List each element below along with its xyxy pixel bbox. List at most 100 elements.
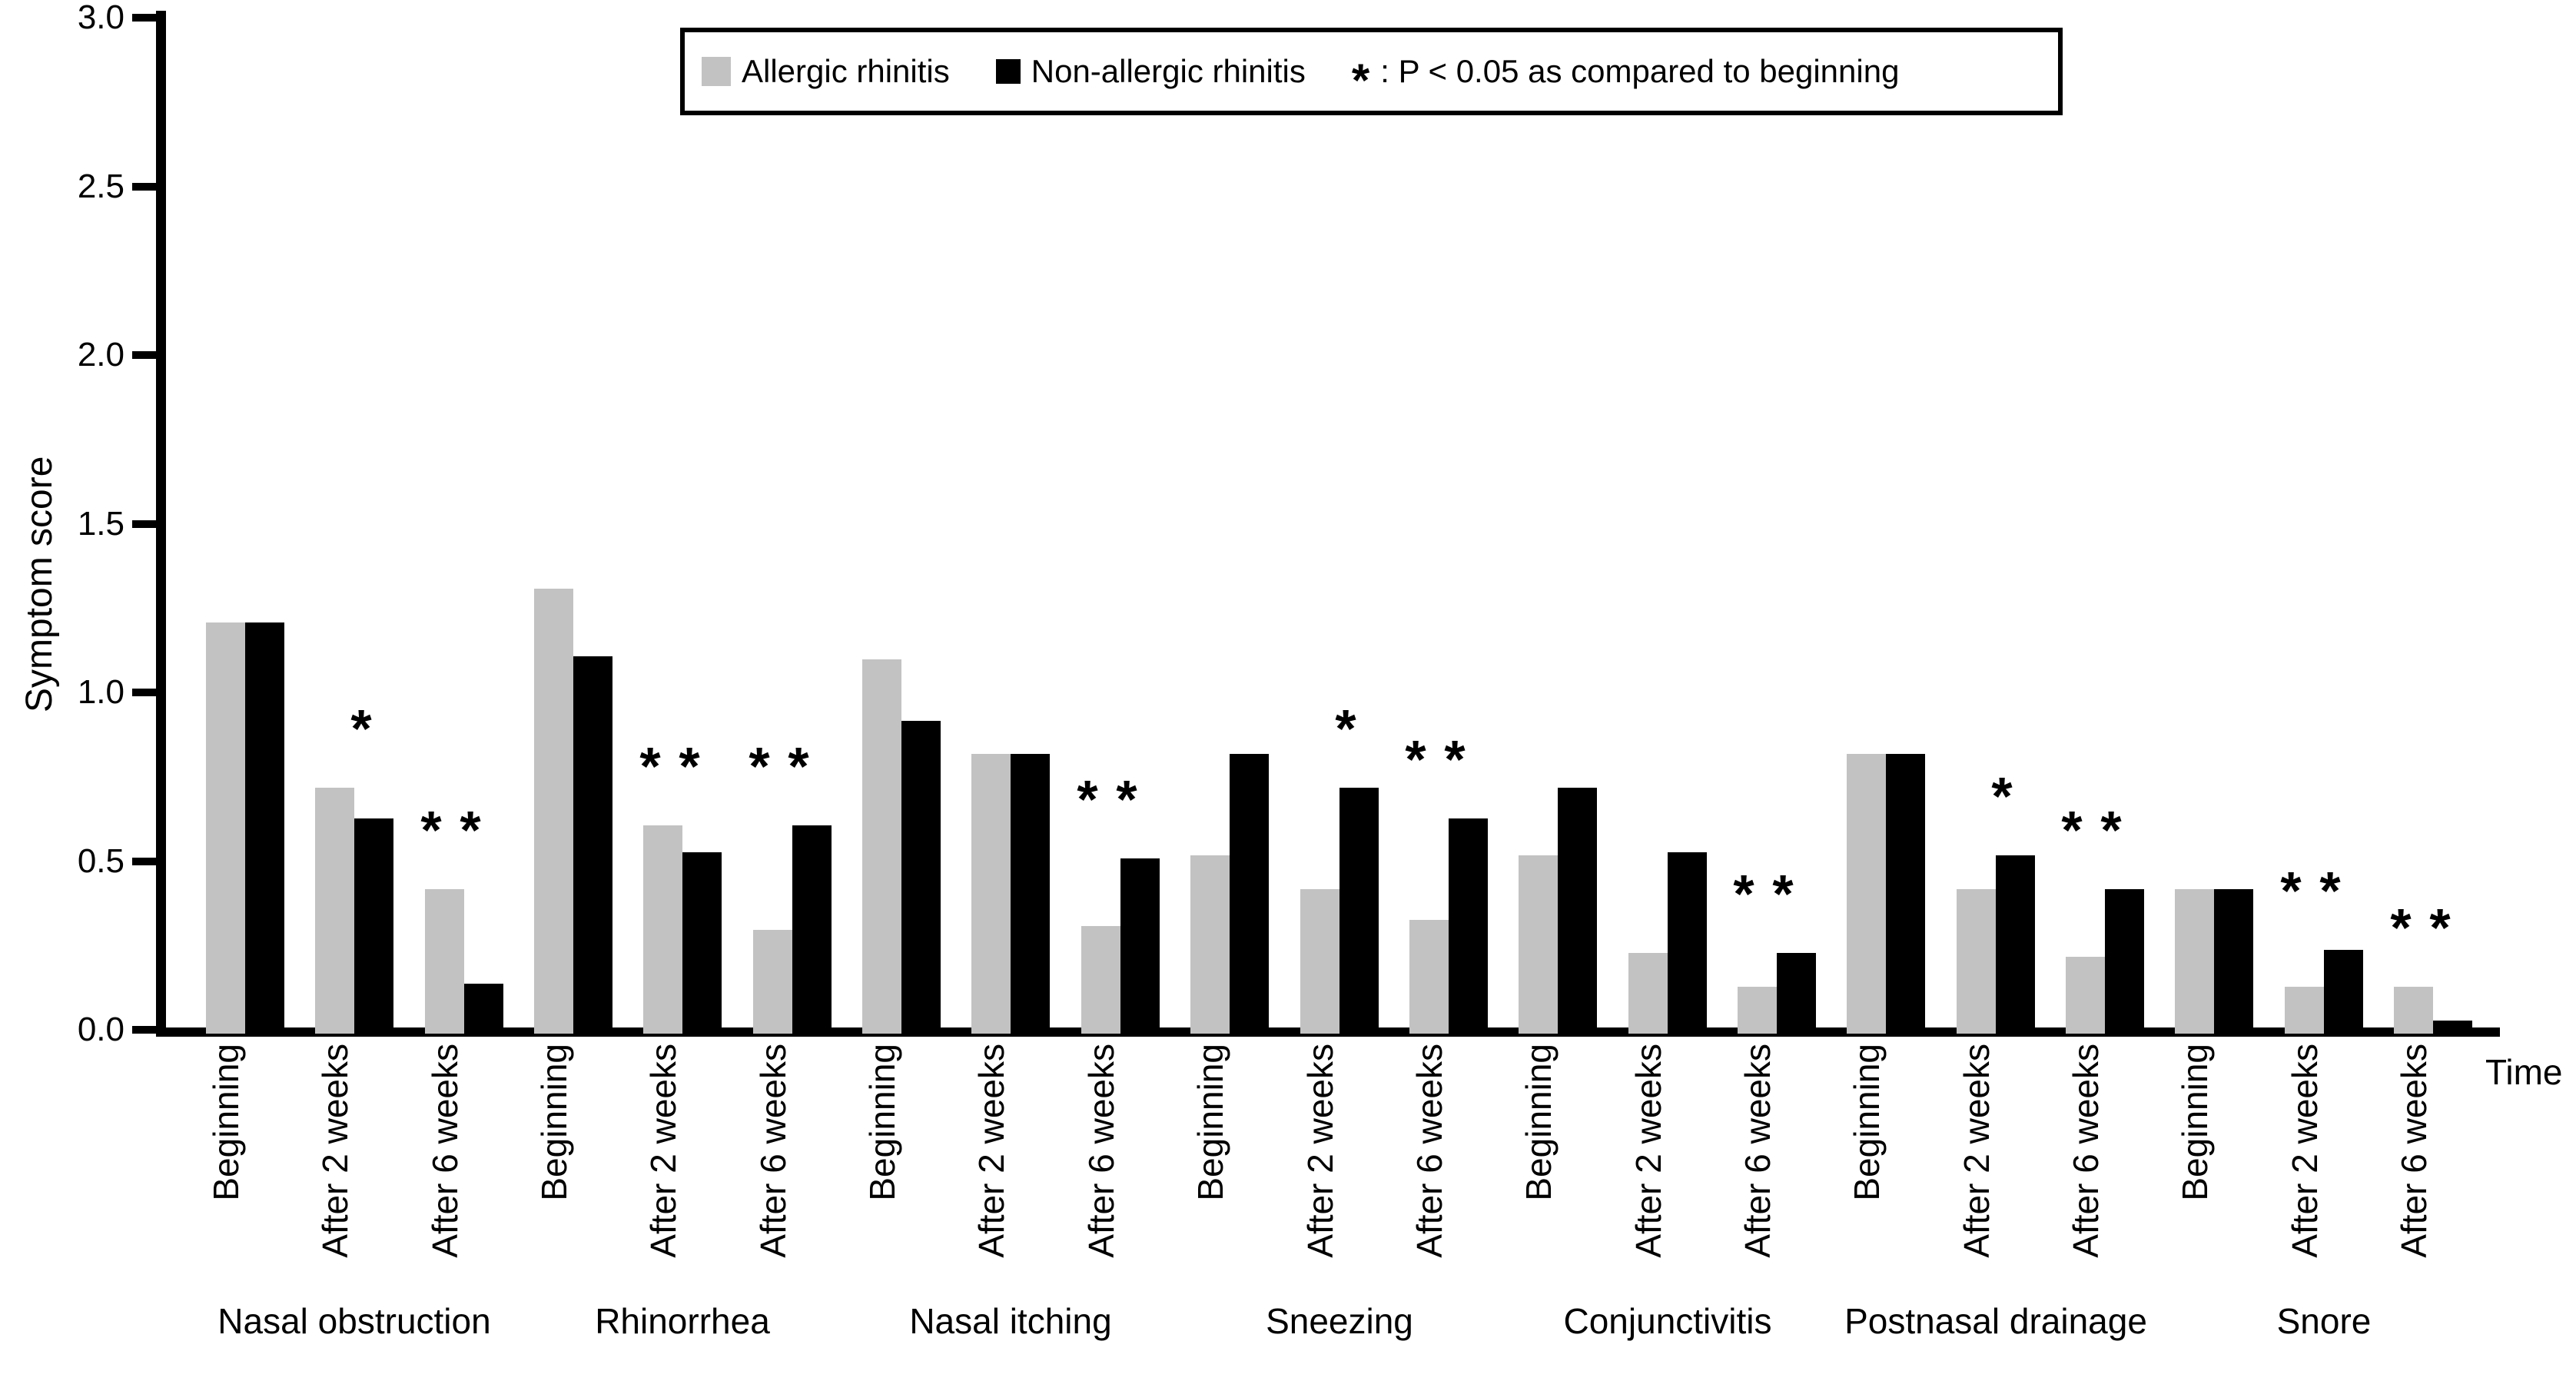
bar-non-allergic bbox=[1668, 852, 1707, 1034]
significance-star: * bbox=[1077, 769, 1098, 829]
x-axis-title: Time bbox=[2485, 1052, 2563, 1092]
legend-box: Allergic rhinitis Non-allergic rhinitis … bbox=[680, 28, 2063, 115]
bar-allergic bbox=[2175, 889, 2214, 1034]
bar-non-allergic bbox=[792, 825, 832, 1034]
symptom-group-label: Sneezing bbox=[1266, 1301, 1413, 1341]
bar-allergic bbox=[206, 622, 245, 1034]
legend-note-text: : P < 0.05 as compared to beginning bbox=[1380, 53, 1900, 89]
x-tick-label: Beginning bbox=[206, 1044, 246, 1201]
significance-star: * bbox=[1116, 769, 1137, 829]
y-tick-label: 2.0 bbox=[77, 336, 124, 373]
x-tick-label: Beginning bbox=[2175, 1044, 2215, 1201]
x-tick-label: After 2 weeks bbox=[1957, 1044, 1997, 1258]
bar-allergic bbox=[1519, 855, 1558, 1034]
y-tick-label: 0.0 bbox=[77, 1011, 124, 1048]
y-tick-mark bbox=[132, 14, 156, 22]
significance-star: * bbox=[2280, 861, 2302, 921]
x-tick-label: Beginning bbox=[1847, 1044, 1887, 1201]
x-tick-label: Beginning bbox=[534, 1044, 574, 1201]
symptom-group-label: Conjunctivitis bbox=[1563, 1301, 1772, 1341]
significance-star: * bbox=[749, 736, 770, 796]
bar-non-allergic bbox=[1339, 788, 1379, 1034]
y-axis-title: Symptom score bbox=[19, 456, 60, 712]
bar-non-allergic bbox=[1449, 818, 1488, 1034]
significance-star: * bbox=[1335, 699, 1356, 759]
significance-star: * bbox=[2429, 898, 2451, 958]
y-axis-line bbox=[156, 11, 166, 1037]
bar-allergic bbox=[1081, 926, 1120, 1034]
symptom-group-label: Nasal obstruction bbox=[217, 1301, 491, 1341]
bar-non-allergic bbox=[901, 721, 941, 1034]
bar-non-allergic bbox=[1558, 788, 1597, 1034]
bar-non-allergic bbox=[354, 818, 393, 1034]
bar-non-allergic bbox=[1120, 858, 1160, 1034]
y-tick-mark bbox=[132, 857, 156, 865]
symptom-group-label: Snore bbox=[2276, 1301, 2372, 1341]
y-tick-label: 1.5 bbox=[77, 504, 124, 543]
x-tick-label: After 6 weeks bbox=[2394, 1044, 2434, 1258]
significance-star: * bbox=[2100, 800, 2122, 860]
y-tick-mark bbox=[132, 689, 156, 696]
symptom-group-label: Postnasal drainage bbox=[1844, 1301, 2147, 1341]
bar-allergic bbox=[1300, 889, 1339, 1034]
bar-allergic bbox=[643, 825, 682, 1034]
bar-non-allergic bbox=[1011, 754, 1050, 1034]
x-tick-label: Beginning bbox=[862, 1044, 902, 1201]
x-tick-label: Beginning bbox=[1190, 1044, 1230, 1201]
bar-allergic bbox=[534, 589, 573, 1034]
bar-non-allergic bbox=[1230, 754, 1269, 1034]
non-allergic-swatch-icon bbox=[995, 59, 1021, 84]
significance-star: * bbox=[1444, 729, 1466, 789]
x-tick-label: Beginning bbox=[1519, 1044, 1559, 1201]
x-tick-label: After 2 weeks bbox=[971, 1044, 1011, 1258]
significance-star: * bbox=[679, 736, 700, 796]
symptom-group-label: Nasal itching bbox=[909, 1301, 1112, 1341]
bar-allergic bbox=[2285, 987, 2324, 1034]
bar-non-allergic bbox=[682, 852, 722, 1034]
legend-item-non-allergic: Non-allergic rhinitis bbox=[995, 53, 1306, 90]
bar-non-allergic bbox=[1777, 953, 1816, 1034]
x-tick-label: After 2 weeks bbox=[1300, 1044, 1340, 1258]
y-tick-label: 3.0 bbox=[77, 0, 124, 36]
significance-star: * bbox=[2319, 861, 2341, 921]
y-tick-label: 0.5 bbox=[77, 842, 124, 880]
bar-allergic bbox=[1957, 889, 1996, 1034]
bar-allergic bbox=[753, 930, 792, 1034]
significance-star: * bbox=[1733, 864, 1754, 924]
bar-non-allergic bbox=[2105, 889, 2144, 1034]
bar-allergic bbox=[1628, 953, 1668, 1034]
y-tick-mark bbox=[132, 520, 156, 528]
bar-allergic bbox=[2394, 987, 2433, 1034]
y-tick-mark bbox=[132, 1026, 156, 1034]
x-tick-label: After 6 weeks bbox=[753, 1044, 793, 1258]
legend-significance-note: * : P < 0.05 as compared to beginning bbox=[1352, 53, 1900, 104]
y-tick-mark bbox=[132, 351, 156, 359]
significance-star: * bbox=[788, 736, 809, 796]
significance-star: * bbox=[1772, 864, 1794, 924]
x-tick-label: After 6 weeks bbox=[425, 1044, 465, 1258]
significance-star: * bbox=[1405, 729, 1426, 789]
y-tick-label: 1.0 bbox=[77, 673, 124, 711]
bar-non-allergic bbox=[2433, 1021, 2472, 1034]
x-tick-label: After 2 weeks bbox=[643, 1044, 683, 1258]
x-tick-label: After 6 weeks bbox=[1081, 1044, 1121, 1258]
bar-allergic bbox=[1190, 855, 1230, 1034]
significance-star: * bbox=[1991, 766, 2013, 826]
legend-label-allergic: Allergic rhinitis bbox=[742, 53, 950, 89]
asterisk-icon: * bbox=[1351, 55, 1370, 106]
x-tick-label: After 2 weeks bbox=[2285, 1044, 2325, 1258]
significance-star: * bbox=[420, 800, 442, 860]
bar-allergic bbox=[425, 889, 464, 1034]
bar-non-allergic bbox=[573, 656, 612, 1034]
bar-non-allergic bbox=[2214, 889, 2253, 1034]
x-tick-label: After 6 weeks bbox=[1738, 1044, 1778, 1258]
significance-star: * bbox=[460, 800, 481, 860]
significance-star: * bbox=[350, 699, 372, 759]
bar-allergic bbox=[2066, 957, 2105, 1034]
bar-allergic bbox=[971, 754, 1011, 1034]
significance-star: * bbox=[2390, 898, 2412, 958]
bar-allergic bbox=[315, 788, 354, 1034]
bar-non-allergic bbox=[1886, 754, 1925, 1034]
bar-non-allergic bbox=[1996, 855, 2035, 1034]
significance-star: * bbox=[2061, 800, 2083, 860]
